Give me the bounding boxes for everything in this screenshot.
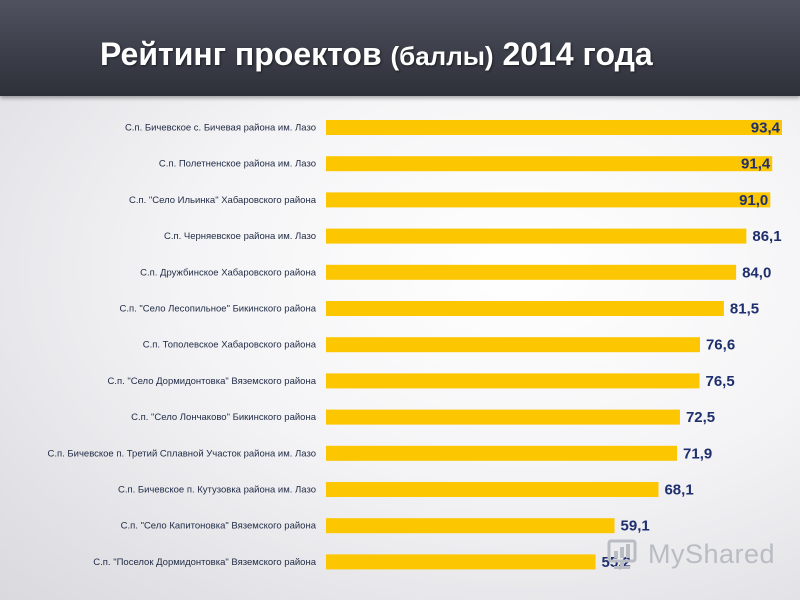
category-label: С.п. Черняевское района им. Лазо xyxy=(164,231,316,242)
bar xyxy=(326,518,615,534)
bar xyxy=(326,156,773,172)
category-label: С.п. Бичевское п. Кутузовка района им. Л… xyxy=(118,485,316,496)
value-label: 84,0 xyxy=(742,264,771,281)
bar xyxy=(326,264,737,280)
category-label: С.п. "Поселок Дормидонтовка" Вяземского … xyxy=(93,557,316,568)
watermark: MyShared xyxy=(606,538,775,570)
value-label: 81,5 xyxy=(730,301,759,318)
myshared-logo-icon xyxy=(607,539,637,569)
value-label: 76,6 xyxy=(706,337,735,354)
bar xyxy=(326,120,782,135)
category-label: С.п. Бичевское п. Третий Сплавной Участо… xyxy=(48,448,317,459)
title-main: Рейтинг проектов xyxy=(100,36,382,72)
category-label: С.п. Тополевское Хабаровского района xyxy=(143,340,317,351)
value-label: 72,5 xyxy=(686,409,715,426)
category-label: С.п. "Село Дормидонтовка" Вяземского рай… xyxy=(107,376,316,387)
bar xyxy=(326,482,659,497)
page-title: Рейтинг проектов (баллы) 2014 года xyxy=(100,36,653,73)
value-label: 91,0 xyxy=(739,192,768,209)
category-label: С.п. Полетненское района им. Лазо xyxy=(159,159,316,170)
bar xyxy=(326,228,747,244)
bar xyxy=(326,554,596,570)
value-label: 86,1 xyxy=(752,228,781,245)
bar xyxy=(326,192,771,208)
title-year: 2014 года xyxy=(502,36,653,72)
value-label: 91,4 xyxy=(741,156,771,173)
value-label: 76,5 xyxy=(705,373,734,390)
category-label: С.п. Бичевское с. Бичевая района им. Лаз… xyxy=(125,123,316,134)
bar xyxy=(326,445,678,461)
value-label: 93,4 xyxy=(751,120,781,137)
value-label: 68,1 xyxy=(664,482,693,499)
category-label: С.п. "Село Ильинка" Хабаровского района xyxy=(129,195,317,206)
bar xyxy=(326,301,724,316)
value-label: 71,9 xyxy=(683,445,712,462)
title-paren: (баллы) xyxy=(390,41,494,71)
bar xyxy=(326,409,680,425)
category-label: С.п. "Село Лончаково" Бикинского района xyxy=(131,412,317,423)
category-label: С.п. "Село Капитоновка" Вяземского район… xyxy=(121,521,317,532)
category-label: С.п. "Село Лесопильное" Бикинского район… xyxy=(119,304,316,315)
category-label: С.п. Дружбинское Хабаровского района xyxy=(140,267,317,278)
bar xyxy=(326,373,700,389)
title-bar: Рейтинг проектов (баллы) 2014 года xyxy=(0,0,800,96)
watermark-text: MyShared xyxy=(648,538,776,569)
value-label: 59,1 xyxy=(621,518,650,535)
bar xyxy=(326,337,700,353)
